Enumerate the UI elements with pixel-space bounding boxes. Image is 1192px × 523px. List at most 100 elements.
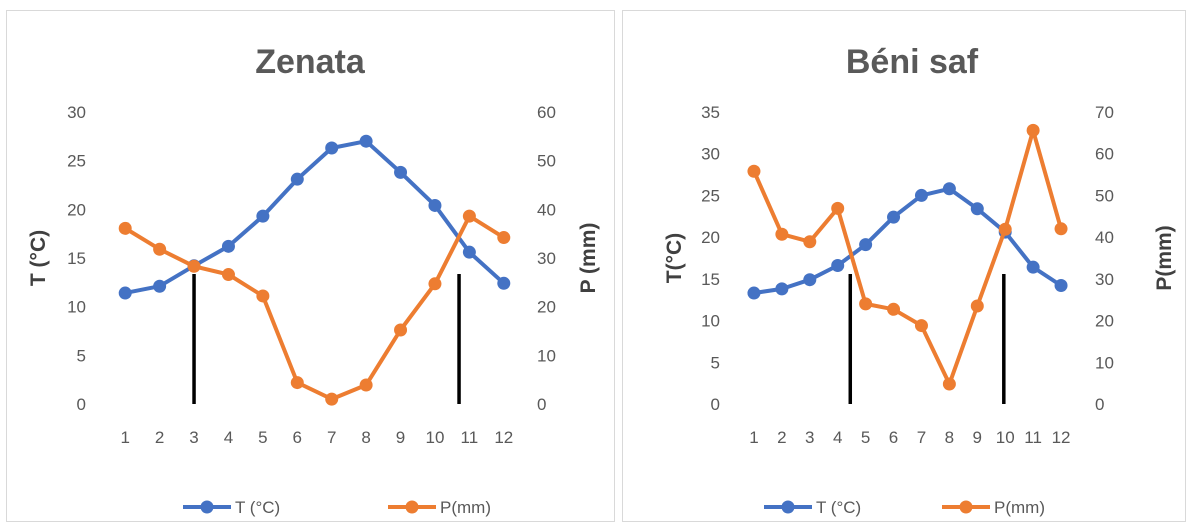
precipitation-point — [359, 378, 373, 392]
x-axis-tick-label: 10 — [425, 428, 444, 447]
temperature-point — [942, 182, 956, 196]
x-axis-tick-label: 1 — [120, 428, 129, 447]
x-axis-tick-label: 7 — [327, 428, 336, 447]
series-line-precipitation — [752, 128, 1063, 386]
precipitation-point — [831, 201, 845, 215]
series-line-temperature — [123, 139, 506, 295]
x-axis-tick-label: 9 — [973, 428, 982, 447]
x-axis-tick-label: 5 — [258, 428, 267, 447]
temperature-point — [359, 134, 373, 148]
precipitation-point — [1054, 222, 1068, 236]
precipitation-point — [859, 297, 873, 311]
precipitation-point — [256, 289, 270, 303]
temperature-point — [428, 198, 442, 212]
right-axis-tick-label: 40 — [1095, 228, 1114, 247]
x-axis-tick-label: 9 — [396, 428, 405, 447]
x-axis-tick-label: 8 — [945, 428, 954, 447]
x-axis-tick-label: 10 — [996, 428, 1015, 447]
temperature-point — [325, 141, 339, 155]
right-axis-tick-label: 30 — [1095, 270, 1114, 289]
temperature-point — [497, 276, 511, 290]
right-axis-tick-label: 20 — [1095, 312, 1114, 331]
right-axis-title: P (mm) — [577, 223, 600, 294]
x-axis-tick-label: 12 — [494, 428, 513, 447]
left-axis-tick-label: 15 — [67, 249, 86, 268]
left-axis-tick-label: 35 — [701, 103, 720, 122]
precipitation-point — [887, 302, 901, 316]
left-axis-tick-label: 15 — [701, 270, 720, 289]
legend-marker-precipitation — [959, 500, 973, 514]
left-axis-tick-label: 0 — [77, 395, 86, 414]
chart-title: Zenata — [255, 43, 366, 81]
chart-title: Béni saf — [846, 43, 979, 81]
right-axis-tick-label: 70 — [1095, 103, 1114, 122]
right-axis-title: P(mm) — [1153, 225, 1176, 290]
temperature-point — [290, 172, 304, 186]
left-axis-tick-label: 20 — [701, 228, 720, 247]
precipitation-point — [428, 277, 442, 291]
temperature-point — [831, 259, 845, 273]
left-axis-tick-label: 5 — [711, 353, 720, 372]
temperature-point — [914, 188, 928, 202]
right-axis-tick-label: 60 — [537, 103, 556, 122]
x-axis-tick-label: 2 — [777, 428, 786, 447]
temperature-point — [153, 279, 167, 293]
x-axis-tick-label: 11 — [461, 428, 479, 447]
x-axis-tick-label: 3 — [189, 428, 198, 447]
temperature-point — [462, 245, 476, 259]
series-line-precipitation — [123, 214, 506, 402]
left-axis-tick-label: 25 — [701, 186, 720, 205]
temperature-point — [859, 238, 873, 252]
x-axis-tick-label: 4 — [833, 428, 842, 447]
precipitation-point — [187, 259, 201, 273]
precipitation-point — [325, 392, 339, 406]
legend-label-temperature: T (°C) — [235, 498, 280, 517]
left-axis-tick-label: 10 — [67, 298, 86, 317]
x-axis-tick-label: 4 — [224, 428, 233, 447]
temperature-point — [747, 286, 761, 300]
temperature-point — [118, 286, 132, 300]
x-axis-tick-label: 2 — [155, 428, 164, 447]
precipitation-point — [942, 377, 956, 391]
precipitation-point — [221, 268, 235, 282]
temperature-point — [803, 273, 817, 287]
precipitation-point — [914, 319, 928, 333]
x-axis-tick-label: 11 — [1024, 428, 1042, 447]
temperature-point — [970, 202, 984, 216]
right-axis-tick-label: 60 — [1095, 145, 1114, 164]
left-axis-tick-label: 30 — [67, 103, 86, 122]
legend-marker-temperature — [781, 500, 795, 514]
legend-marker-precipitation — [405, 500, 419, 514]
precipitation-point — [394, 323, 408, 337]
right-axis-tick-label: 40 — [537, 200, 556, 219]
x-axis-tick-label: 6 — [889, 428, 898, 447]
x-axis-tick-label: 1 — [749, 428, 758, 447]
right-axis-tick-label: 10 — [537, 346, 556, 365]
x-axis-tick-label: 6 — [293, 428, 302, 447]
left-axis-tick-label: 10 — [701, 312, 720, 331]
right-axis-tick-label: 50 — [537, 152, 556, 171]
precipitation-point — [497, 231, 511, 245]
precipitation-point — [118, 221, 132, 235]
left-axis-tick-label: 20 — [67, 200, 86, 219]
precipitation-point — [998, 222, 1012, 236]
temperature-point — [256, 209, 270, 223]
x-axis-tick-label: 3 — [805, 428, 814, 447]
precipitation-point — [747, 164, 761, 178]
legend-label-precipitation: P(mm) — [440, 498, 491, 517]
legend-label-precipitation: P(mm) — [994, 498, 1045, 517]
left-axis-tick-label: 25 — [67, 152, 86, 171]
right-axis-tick-label: 30 — [537, 249, 556, 268]
left-axis-tick-label: 0 — [711, 395, 720, 414]
right-axis-tick-label: 0 — [537, 395, 546, 414]
right-axis-tick-label: 10 — [1095, 353, 1114, 372]
precipitation-point — [1026, 123, 1040, 137]
temperature-point — [887, 210, 901, 224]
temperature-point — [394, 165, 408, 179]
legend-marker-temperature — [200, 500, 214, 514]
x-axis-tick-label: 8 — [361, 428, 370, 447]
right-axis-tick-label: 0 — [1095, 395, 1104, 414]
chart-panel-beni-saf: Béni saf 0 5 10 15 20 25 30 35 0 10 20 30 40 50 60 70 1 2 3… — [622, 10, 1186, 522]
